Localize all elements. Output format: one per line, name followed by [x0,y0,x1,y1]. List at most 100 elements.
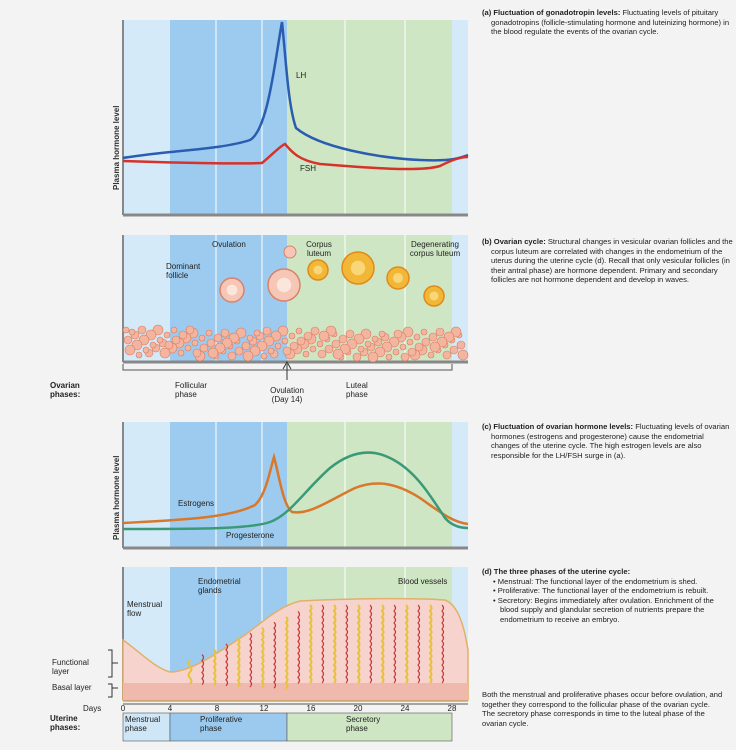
structure-core [313,265,323,275]
follicle [435,327,445,337]
follicle [288,332,296,340]
follicle [427,351,435,359]
vessel [441,604,445,684]
follicle [227,351,237,361]
follicle [177,349,185,357]
follicle [149,341,157,349]
day-tick: 8 [214,704,220,713]
decorations [122,245,469,690]
heading: (d) The three phases of the uterine cycl… [482,567,631,576]
follicle [378,330,386,338]
follicle [178,330,188,340]
follicle [124,344,136,356]
follicle [171,335,181,345]
follicle [128,328,136,336]
follicle [317,349,327,359]
functional-label: Functional layer [52,658,89,676]
follicle [399,343,407,351]
follicle [184,344,192,352]
follicle [302,350,310,358]
follicle [303,331,313,341]
follicle [331,339,341,349]
follicle [213,333,223,343]
ovarian-phases-label: Ovarian phases: [50,381,81,399]
degenerating-label: Degenerating corpus luteum [409,240,461,258]
vessel [249,632,253,688]
heading: (a) Fluctuation of gonadotropin levels: [482,8,621,17]
lh-curve [122,21,469,162]
gland [308,604,313,684]
lh-label: LH [296,71,307,80]
gland [332,604,337,684]
y-axis-label: Plasma hormone level [112,455,121,540]
follicle [367,351,379,363]
caption-c: (c) Fluctuation of ovarian hormone level… [482,422,733,460]
follicle [324,344,334,354]
follicle [123,335,133,345]
caption-d: (d) The three phases of the uterine cycl… [482,567,733,625]
follicle [191,339,199,347]
gland [284,616,289,690]
follicle [220,328,230,338]
vessel [273,621,277,689]
days-label: Days [83,704,102,713]
follicle [316,340,324,348]
follicle [122,326,130,334]
follicle [310,326,320,336]
follicle [406,338,414,346]
follicle [206,338,216,348]
fsh-label: FSH [300,164,316,173]
basal-layer [123,683,468,700]
follicle [192,348,202,358]
vessel [345,604,349,684]
estrogens-label: Estrogens [178,499,215,508]
follicle [421,337,431,347]
follicle [185,325,195,335]
follicle [295,327,303,335]
gland [356,604,361,684]
follicle [242,350,254,362]
structure-core [393,273,403,283]
follicle [135,351,143,359]
follicle [241,341,251,351]
gland [428,604,433,684]
body: Structural changes in vesicular ovarian … [491,237,733,285]
follicle [429,341,441,353]
heading: (b) Ovarian cycle: [482,237,546,246]
secretory-label: Secretory phase [346,715,381,733]
follicle [457,349,469,361]
follicle [357,345,365,353]
gland [187,659,193,685]
follicle [413,333,421,341]
band-luteal [287,20,452,215]
structure-core [226,284,238,296]
day-tick: 16 [306,704,316,713]
ovulating-follicle [283,245,297,259]
heading: (c) Fluctuation of ovarian hormone level… [482,422,634,431]
follicle [170,326,178,334]
follicle [428,332,438,342]
ovulation-label: Ovulation [212,240,246,249]
follicle [163,331,171,339]
follicle [456,340,466,350]
follicle [199,343,209,353]
follicle [296,336,306,346]
vessels-label: Blood vessels [398,577,448,586]
follicle [449,345,459,355]
follicle [142,346,150,354]
luteal-label: Luteal phase [346,381,368,399]
follicle [246,334,254,342]
secretory-box [286,712,453,742]
day-tick: 12 [259,704,269,713]
follicle [407,347,417,357]
follicle [274,342,282,350]
follicle [207,347,219,359]
structure-core [429,291,439,301]
vessel [225,643,229,687]
gland [260,626,265,689]
gland [404,604,409,684]
gland [236,637,241,688]
summary: Both the menstrual and proliferative pha… [482,690,723,728]
follicle [289,341,299,351]
follicular-label: Follicular phase [175,381,208,399]
